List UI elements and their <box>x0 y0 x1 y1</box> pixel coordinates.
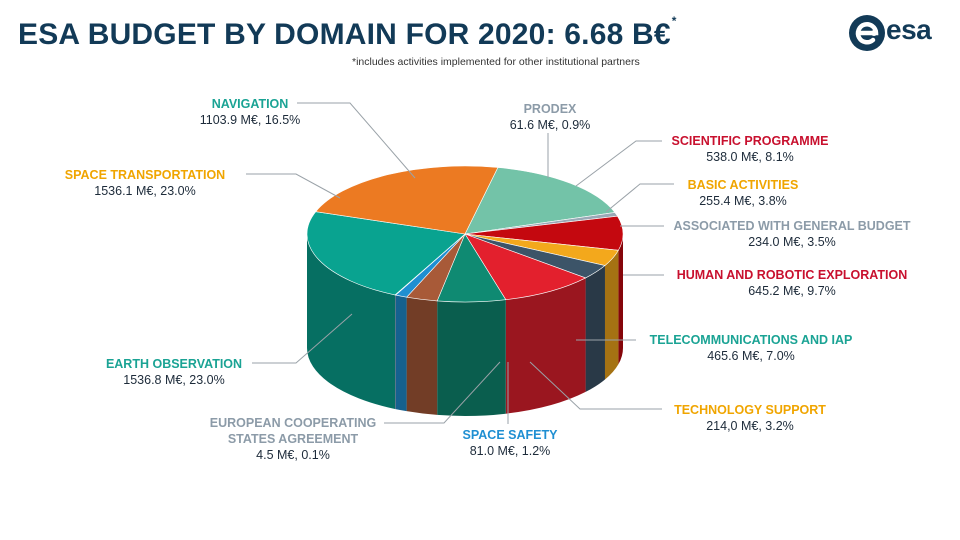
pie-slice-5 <box>464 233 587 301</box>
pie-side-7 <box>406 297 438 415</box>
label-space-transportation: SPACE TRANSPORTATION 1536.1 M€, 23.0% <box>64 168 226 198</box>
pie-side-3 <box>604 250 619 380</box>
pie-side-9 <box>395 294 396 410</box>
esa-logo-text: esa <box>886 14 932 45</box>
label-space-safety: SPACE SAFETY 81.0 M€, 1.2% <box>462 428 558 458</box>
label-scientific-programme: SCIENTIFIC PROGRAMME 538.0 M€, 8.1% <box>671 134 829 164</box>
pie-side-6 <box>437 299 506 416</box>
pie-sides <box>307 234 623 416</box>
leader-ecsa <box>384 361 501 424</box>
leader-basic <box>605 183 674 213</box>
leader-transport <box>246 173 341 199</box>
pie-slice-0 <box>464 167 616 235</box>
pie-side-5 <box>505 277 586 414</box>
label-human-robotic-exploration: HUMAN AND ROBOTIC EXPLORATION 645.2 M€, … <box>676 268 908 298</box>
esa-logo-icon <box>849 15 885 51</box>
label-telecommunications-iap: TELECOMMUNICATIONS AND IAP 465.6 M€, 7.0… <box>649 333 853 363</box>
pie-tops <box>306 165 624 303</box>
leader-eo <box>252 313 353 364</box>
pie-slice-10 <box>306 211 466 296</box>
label-technology-support: TECHNOLOGY SUPPORT 214,0 M€, 3.2% <box>674 403 826 433</box>
pie-slice-11 <box>315 165 499 235</box>
label-navigation: NAVIGATION 1103.9 M€, 16.5% <box>199 97 301 127</box>
page-title: ESA BUDGET BY DOMAIN FOR 2020: 6.68 B€* <box>18 14 677 51</box>
leader-techsupport <box>529 361 662 410</box>
pie-side-4 <box>585 265 605 392</box>
leader-lines <box>246 102 674 424</box>
label-earth-observation: EARTH OBSERVATION 1536.8 M€, 23.0% <box>105 357 243 387</box>
pie-side-8 <box>395 295 407 412</box>
esa-logo: esa <box>848 14 948 54</box>
label-european-cooperating-states: EUROPEAN COOPERATING STATES AGREEMENT 4.… <box>209 416 377 462</box>
label-basic-activities: BASIC ACTIVITIES 255.4 M€, 3.8% <box>687 178 799 208</box>
label-prodex: PRODEX 61.6 M€, 0.9% <box>509 102 591 132</box>
leader-navigation <box>297 102 416 179</box>
leader-science <box>575 140 662 187</box>
label-associated-general-budget: ASSOCIATED WITH GENERAL BUDGET 234.0 M€,… <box>673 219 911 249</box>
footnote: *includes activities implemented for oth… <box>352 56 640 68</box>
pie-side-10 <box>307 234 396 409</box>
pie-side-2 <box>618 234 623 365</box>
